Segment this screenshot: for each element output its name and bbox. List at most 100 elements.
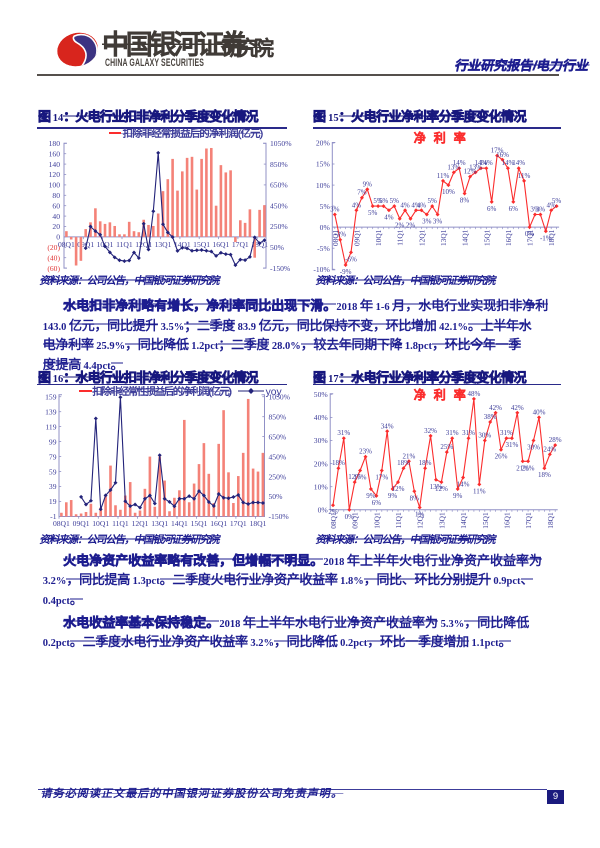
svg-text:08Q1: 08Q1: [329, 512, 338, 529]
svg-text:4%: 4%: [417, 201, 427, 209]
svg-text:11%: 11%: [518, 172, 531, 180]
svg-text:-150%: -150%: [269, 512, 290, 521]
svg-text:42%: 42%: [489, 404, 502, 412]
svg-text:10%: 10%: [316, 181, 331, 190]
svg-text:50%: 50%: [314, 390, 329, 399]
svg-text:38%: 38%: [484, 413, 497, 421]
svg-text:14Q1: 14Q1: [171, 519, 188, 528]
svg-text:18Q1: 18Q1: [546, 512, 555, 529]
svg-text:4%: 4%: [352, 201, 362, 209]
svg-text:13Q1: 13Q1: [439, 229, 448, 246]
svg-text:14%: 14%: [453, 159, 466, 167]
svg-text:14Q1: 14Q1: [174, 240, 191, 249]
svg-text:13Q1: 13Q1: [155, 240, 172, 249]
svg-text:14%: 14%: [474, 159, 487, 167]
svg-text:0%: 0%: [318, 506, 329, 515]
svg-text:10%: 10%: [314, 482, 329, 491]
svg-text:3%: 3%: [330, 206, 340, 214]
svg-text:5%: 5%: [320, 202, 331, 211]
svg-text:11Q1: 11Q1: [112, 519, 129, 528]
svg-text:7%: 7%: [357, 189, 367, 197]
svg-text:16Q1: 16Q1: [212, 240, 229, 249]
svg-text:17Q1: 17Q1: [232, 240, 249, 249]
svg-text:31%: 31%: [446, 429, 459, 437]
svg-text:32%: 32%: [424, 427, 437, 435]
svg-text:09Q1: 09Q1: [73, 519, 90, 528]
svg-text:5%: 5%: [428, 197, 438, 205]
svg-text:119: 119: [45, 422, 56, 431]
svg-text:5%: 5%: [552, 197, 562, 205]
svg-text:3%: 3%: [530, 206, 540, 214]
svg-text:8%: 8%: [410, 494, 420, 502]
svg-text:14%: 14%: [457, 481, 470, 489]
svg-text:5%: 5%: [368, 209, 378, 217]
svg-text:13%: 13%: [430, 483, 443, 491]
svg-text:-9%: -9%: [340, 268, 352, 276]
svg-text:140: 140: [49, 160, 61, 169]
svg-text:17Q1: 17Q1: [230, 519, 247, 528]
svg-text:40%: 40%: [533, 408, 546, 416]
svg-text:1050%: 1050%: [269, 392, 291, 401]
svg-text:18Q1: 18Q1: [250, 519, 267, 528]
svg-text:100: 100: [49, 181, 61, 190]
svg-text:24%: 24%: [543, 445, 556, 453]
svg-text:4%: 4%: [384, 213, 394, 221]
svg-text:160: 160: [49, 149, 61, 158]
svg-text:08Q1: 08Q1: [53, 519, 70, 528]
svg-text:850%: 850%: [269, 412, 287, 421]
svg-text:5%: 5%: [390, 197, 400, 205]
svg-text:59: 59: [49, 467, 57, 476]
svg-text:15Q1: 15Q1: [482, 229, 491, 246]
svg-text:99: 99: [49, 437, 57, 446]
svg-text:14%: 14%: [512, 159, 525, 167]
svg-text:5%: 5%: [373, 197, 383, 205]
svg-text:450%: 450%: [270, 201, 288, 210]
svg-text:14%: 14%: [480, 159, 493, 167]
svg-text:18Q1: 18Q1: [547, 229, 556, 246]
svg-text:21%: 21%: [522, 464, 535, 472]
svg-text:39: 39: [49, 482, 57, 491]
svg-text:17%: 17%: [491, 147, 504, 155]
svg-text:31%: 31%: [500, 429, 513, 437]
svg-text:0%: 0%: [525, 230, 535, 238]
svg-text:28%: 28%: [549, 436, 562, 444]
svg-text:30%: 30%: [314, 436, 329, 445]
svg-text:3%: 3%: [422, 218, 432, 226]
svg-text:-6%: -6%: [345, 255, 357, 263]
svg-text:6%: 6%: [509, 205, 519, 213]
svg-text:10Q1: 10Q1: [92, 519, 109, 528]
svg-text:11%: 11%: [437, 172, 450, 180]
svg-text:12Q1: 12Q1: [416, 512, 425, 529]
svg-text:850%: 850%: [270, 160, 288, 169]
svg-text:17%: 17%: [375, 474, 388, 482]
svg-text:650%: 650%: [270, 181, 288, 190]
svg-text:15Q1: 15Q1: [193, 240, 210, 249]
svg-text:650%: 650%: [269, 432, 287, 441]
svg-text:11Q1: 11Q1: [396, 229, 405, 245]
svg-text:18%: 18%: [419, 459, 432, 467]
svg-text:16Q1: 16Q1: [502, 512, 511, 529]
svg-text:2%: 2%: [328, 508, 338, 516]
svg-text:42%: 42%: [511, 404, 524, 412]
svg-text:450%: 450%: [269, 452, 287, 461]
svg-text:23%: 23%: [359, 448, 372, 456]
svg-text:17Q1: 17Q1: [526, 229, 535, 246]
svg-text:9%: 9%: [453, 492, 463, 500]
svg-text:12Q1: 12Q1: [417, 229, 426, 246]
svg-text:-1: -1: [50, 512, 57, 521]
svg-text:11Q1: 11Q1: [116, 240, 133, 249]
svg-text:80: 80: [52, 191, 60, 200]
svg-text:40%: 40%: [314, 413, 329, 422]
svg-text:13Q1: 13Q1: [437, 512, 446, 529]
svg-text:13%: 13%: [447, 163, 460, 171]
svg-text:11Q1: 11Q1: [394, 512, 403, 528]
svg-text:79: 79: [49, 452, 57, 461]
svg-text:21%: 21%: [516, 464, 529, 472]
svg-text:09Q1: 09Q1: [77, 240, 94, 249]
svg-text:(60): (60): [47, 264, 60, 273]
svg-text:9%: 9%: [363, 180, 373, 188]
svg-text:34%: 34%: [381, 422, 394, 430]
svg-text:31%: 31%: [462, 429, 475, 437]
svg-text:-5%: -5%: [317, 244, 330, 253]
svg-text:-150%: -150%: [270, 264, 291, 273]
